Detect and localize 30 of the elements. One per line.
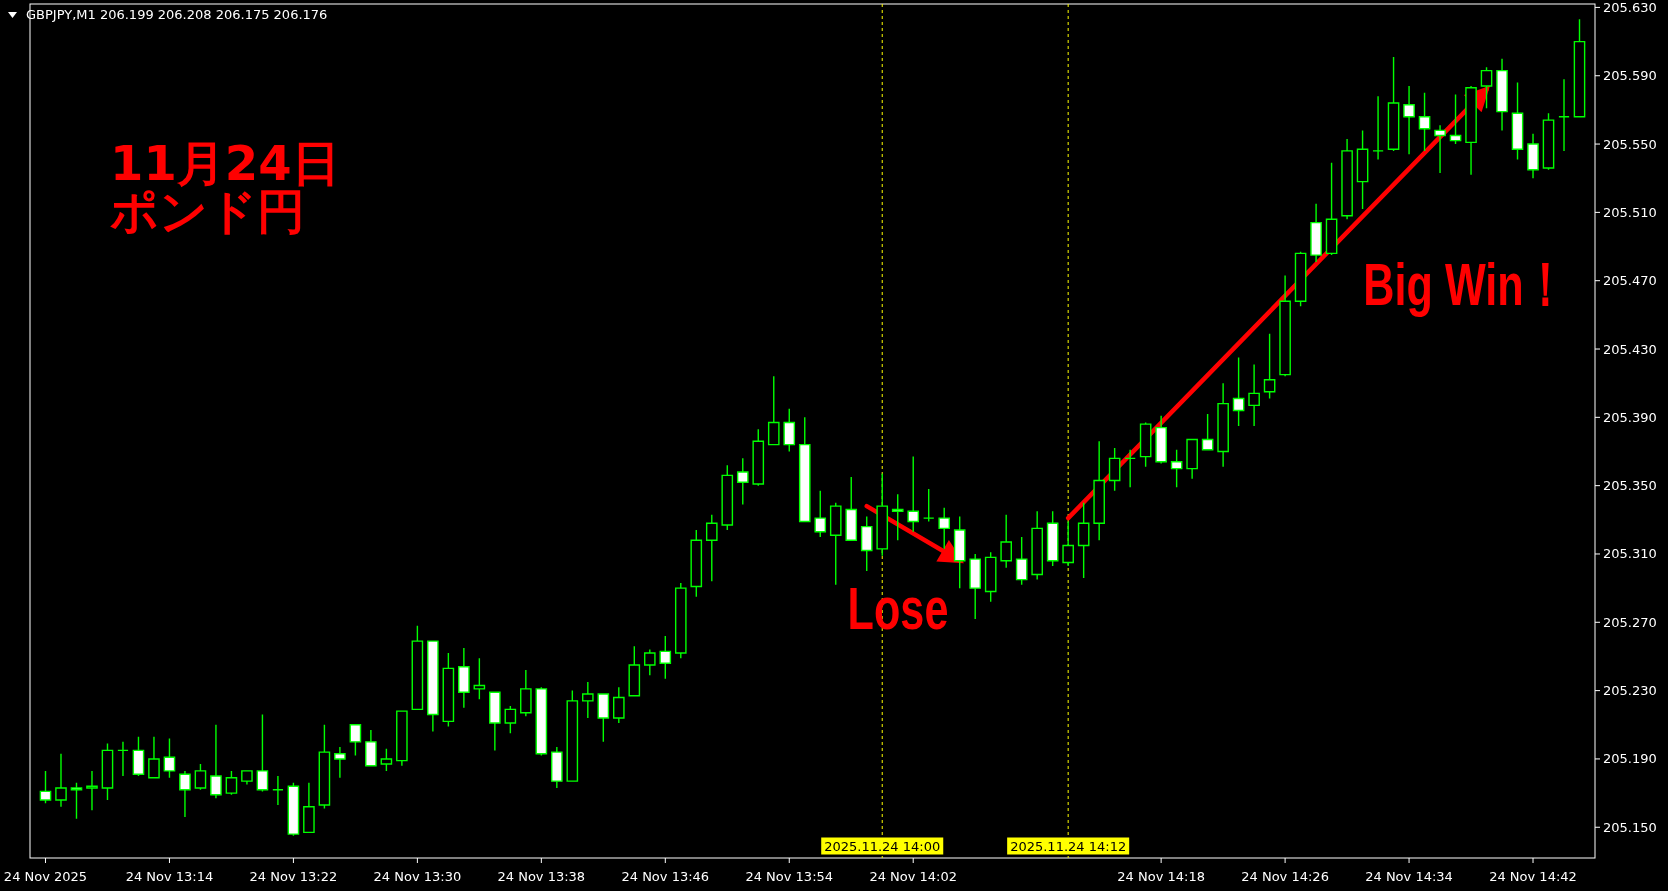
y-tick-label: 205.590 [1603,68,1657,84]
y-tick-label: 205.230 [1603,683,1657,699]
x-tick-label: 24 Nov 14:26 [1241,868,1329,884]
x-tick-label: 24 Nov 13:14 [125,868,214,884]
ref-line-label: 2025.11.24 14:12 [1010,838,1127,854]
x-tick-label: 24 Nov 13:46 [621,868,710,884]
x-tick-label: 24 Nov 13:54 [745,868,834,884]
x-tick-label: 24 Nov 13:22 [249,868,338,884]
x-tick-label: 24 Nov 14:34 [1365,868,1453,884]
y-tick-label: 205.550 [1603,136,1657,152]
y-tick-label: 205.390 [1603,409,1657,425]
y-tick-label: 205.310 [1603,546,1657,562]
x-tick-label: 24 Nov 14:18 [1117,868,1205,884]
y-tick-label: 205.150 [1603,819,1657,835]
y-tick-label: 205.270 [1603,614,1657,630]
x-tick-label: 24 Nov 14:42 [1489,868,1577,884]
x-tick-label: 24 Nov 14:02 [869,868,958,884]
annotation: Big Win！ [1363,250,1567,318]
x-tick-label: 24 Nov 13:38 [497,868,586,884]
y-tick-label: 205.470 [1603,273,1657,289]
chart-title: GBPJPY,M1 206.199 206.208 206.175 206.176 [26,7,328,22]
x-tick-label: 24 Nov 13:30 [373,868,462,884]
y-tick-label: 205.190 [1603,751,1657,767]
annotation: Lose [847,574,949,642]
y-tick-label: 205.350 [1603,478,1657,494]
ref-line-label: 2025.11.24 14:00 [824,838,941,854]
y-tick-label: 205.510 [1603,204,1657,220]
y-tick-label: 205.630 [1603,0,1657,15]
y-tick-label: 205.430 [1603,341,1657,357]
x-tick-label: 24 Nov 2025 [3,868,88,884]
